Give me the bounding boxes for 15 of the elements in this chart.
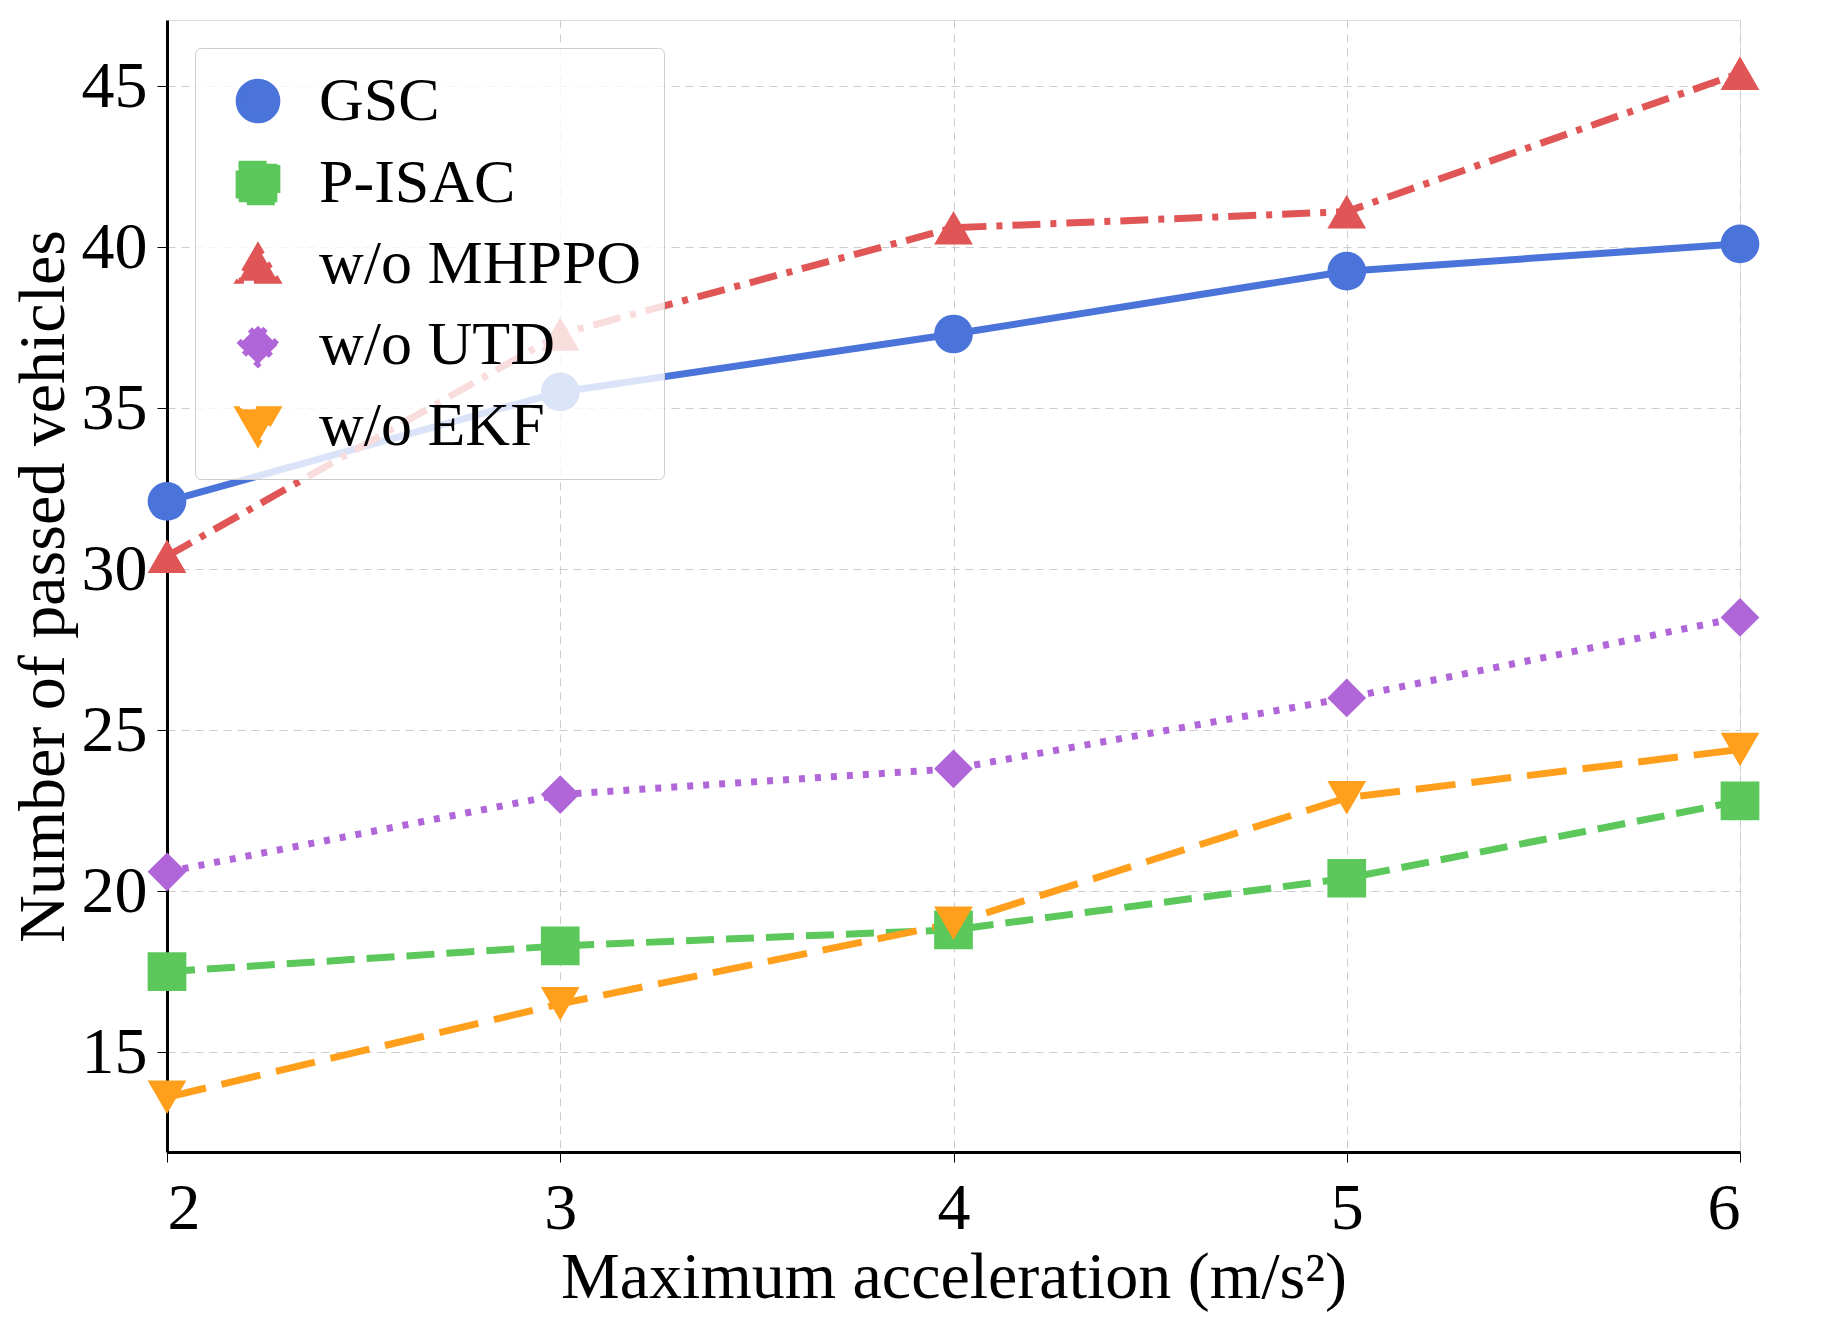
legend-label: w/o UTD [319, 309, 555, 377]
y-axis-title: Number of passed vehicles [4, 230, 78, 943]
legend-label: w/o MHPPO [319, 228, 642, 296]
y-tick-label: 20 [81, 852, 148, 926]
x-tick-label: 2 [167, 1169, 201, 1243]
x-tick-label: 6 [1707, 1169, 1741, 1243]
legend-label: P-ISAC [319, 147, 516, 215]
y-tick-label: 25 [81, 691, 148, 765]
legend-label: GSC [319, 65, 440, 133]
y-tick-label: 30 [81, 530, 148, 604]
y-tick-label: 35 [81, 369, 148, 443]
y-tick-label: 45 [81, 47, 148, 121]
y-tick-label: 15 [81, 1013, 148, 1087]
legend-label: w/o EKF [319, 390, 545, 458]
y-tick-label: 40 [81, 208, 148, 282]
